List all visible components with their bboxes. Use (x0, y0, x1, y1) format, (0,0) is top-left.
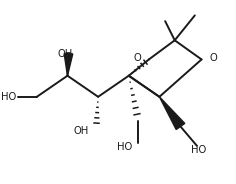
Text: HO: HO (191, 145, 206, 155)
Text: HO: HO (117, 141, 133, 152)
Text: HO: HO (0, 92, 16, 102)
Text: O: O (134, 52, 141, 63)
Polygon shape (64, 54, 73, 76)
Text: OH: OH (73, 126, 88, 136)
Text: O: O (209, 52, 217, 63)
Text: OH: OH (58, 49, 73, 59)
Polygon shape (159, 97, 185, 130)
